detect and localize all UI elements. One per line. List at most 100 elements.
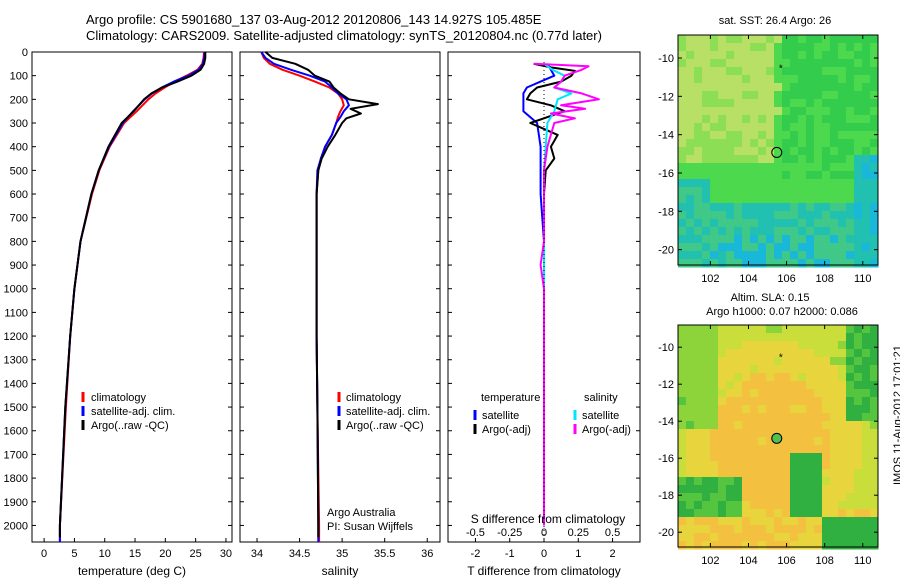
sst_map-cell xyxy=(838,67,847,76)
salinity-legend-label: climatology xyxy=(346,392,402,404)
sla_map-cell xyxy=(838,541,847,550)
sla_map-cell xyxy=(750,501,759,510)
sla_map-cell xyxy=(734,469,743,478)
sla_map-cell xyxy=(830,541,839,550)
sla_map-cell xyxy=(798,333,807,342)
sla_map-cell xyxy=(678,365,687,374)
sla_map-cell xyxy=(790,469,799,478)
sla_map-cell xyxy=(806,517,815,526)
sla_map-cell xyxy=(830,517,839,526)
sst_map-cell xyxy=(806,123,815,132)
sla_map-cell xyxy=(782,357,791,366)
sst_map-cell xyxy=(686,219,695,228)
sst_map-cell xyxy=(774,123,783,132)
sla_map-cell xyxy=(678,413,687,422)
sst_map-cell xyxy=(838,107,847,116)
sst_map-cell xyxy=(702,259,711,268)
sst_map-cell xyxy=(742,219,751,228)
sst_map-cell xyxy=(806,219,815,228)
sla_map-cell xyxy=(678,333,687,342)
sla_map-cell xyxy=(814,509,823,518)
sst_map-cell xyxy=(790,195,799,204)
sst_map-cell xyxy=(758,43,767,52)
sla_map-cell xyxy=(750,365,759,374)
sla_map-cell xyxy=(694,357,703,366)
sla_map-lon-label: 104 xyxy=(739,555,757,567)
sla_map-cell xyxy=(694,373,703,382)
depth-tick-label: 1200 xyxy=(4,331,28,343)
sla_map-cell xyxy=(742,357,751,366)
sla_map-cell xyxy=(718,485,727,494)
sst_map-cell xyxy=(838,235,847,244)
sst_map-cell xyxy=(838,147,847,156)
sst_map-cell xyxy=(694,211,703,220)
sst_map-cell xyxy=(854,51,863,60)
sst_map-cell xyxy=(822,259,831,268)
sla_map-cell xyxy=(774,373,783,382)
sla_map-cell xyxy=(822,373,831,382)
sst_map-cell xyxy=(726,99,735,108)
sst_map-cell xyxy=(798,139,807,148)
sla_map-cell xyxy=(726,509,735,518)
sla_map-cell xyxy=(774,413,783,422)
sst_map-cell xyxy=(822,163,831,172)
sla_map-cell xyxy=(870,405,879,414)
sst_map-cell xyxy=(710,243,719,252)
depth-tick-label: 400 xyxy=(10,142,28,154)
sst_map-cell xyxy=(846,35,855,44)
sst_map-cell xyxy=(862,43,871,52)
sla_map-cell xyxy=(854,437,863,446)
sla_map-cell xyxy=(854,373,863,382)
sst_map-cell xyxy=(790,107,799,116)
sla_map-cell xyxy=(750,533,759,542)
sst_map-cell xyxy=(678,99,687,108)
sla_map-cell xyxy=(686,405,695,414)
sst_map-cell xyxy=(774,171,783,180)
sla_map-cell xyxy=(830,365,839,374)
sst_map-cell xyxy=(854,131,863,140)
sst_map-cell xyxy=(854,123,863,132)
sst_map-cell xyxy=(790,187,799,196)
sla_map-cell xyxy=(790,501,799,510)
sla_map-cell xyxy=(774,533,783,542)
sla_map-cell xyxy=(822,365,831,374)
sla_map-cell xyxy=(774,333,783,342)
sst_map-cell xyxy=(846,195,855,204)
sla_map-cell xyxy=(822,325,831,334)
sst_map-cell xyxy=(742,243,751,252)
sla_map-cell xyxy=(710,373,719,382)
sla_map-cell xyxy=(806,373,815,382)
sla_map-cell xyxy=(702,421,711,430)
sst_map-cell xyxy=(798,187,807,196)
sla_map-cell xyxy=(862,461,871,470)
sla_map-cell xyxy=(814,469,823,478)
sst_map-cell xyxy=(862,171,871,180)
sla_map-cell xyxy=(806,381,815,390)
sla_map-cell xyxy=(734,325,743,334)
sst_map-cell xyxy=(694,59,703,68)
sla_map-cell xyxy=(774,349,783,358)
sst_map-cell xyxy=(734,139,743,148)
sst_map-cell xyxy=(822,227,831,236)
sla_map-cell xyxy=(838,325,847,334)
sla_map-lat-label: -16 xyxy=(658,453,674,465)
sla_map-cell xyxy=(702,485,711,494)
sst_map-cell xyxy=(838,211,847,220)
sla_map-cell xyxy=(870,325,879,334)
sla_map-cell xyxy=(782,421,791,430)
sla_map-cell xyxy=(782,533,791,542)
sla_map-cell xyxy=(830,405,839,414)
sst_map-cell xyxy=(790,163,799,172)
sla_map-profile-marker xyxy=(771,432,783,444)
temp-diff-tick-label: 1 xyxy=(575,548,581,560)
sst_map-cell xyxy=(718,227,727,236)
sla_map-cell xyxy=(862,341,871,350)
sst_map-cell xyxy=(742,91,751,100)
salinity-xtick-label: 34 xyxy=(251,548,263,560)
sst_map-cell xyxy=(702,155,711,164)
depth-tick-label: 1600 xyxy=(4,426,28,438)
sla_map-cell xyxy=(790,421,799,430)
sst_map-cell xyxy=(750,227,759,236)
sla_map-cell xyxy=(678,341,687,350)
sst_map-cell xyxy=(814,259,823,268)
